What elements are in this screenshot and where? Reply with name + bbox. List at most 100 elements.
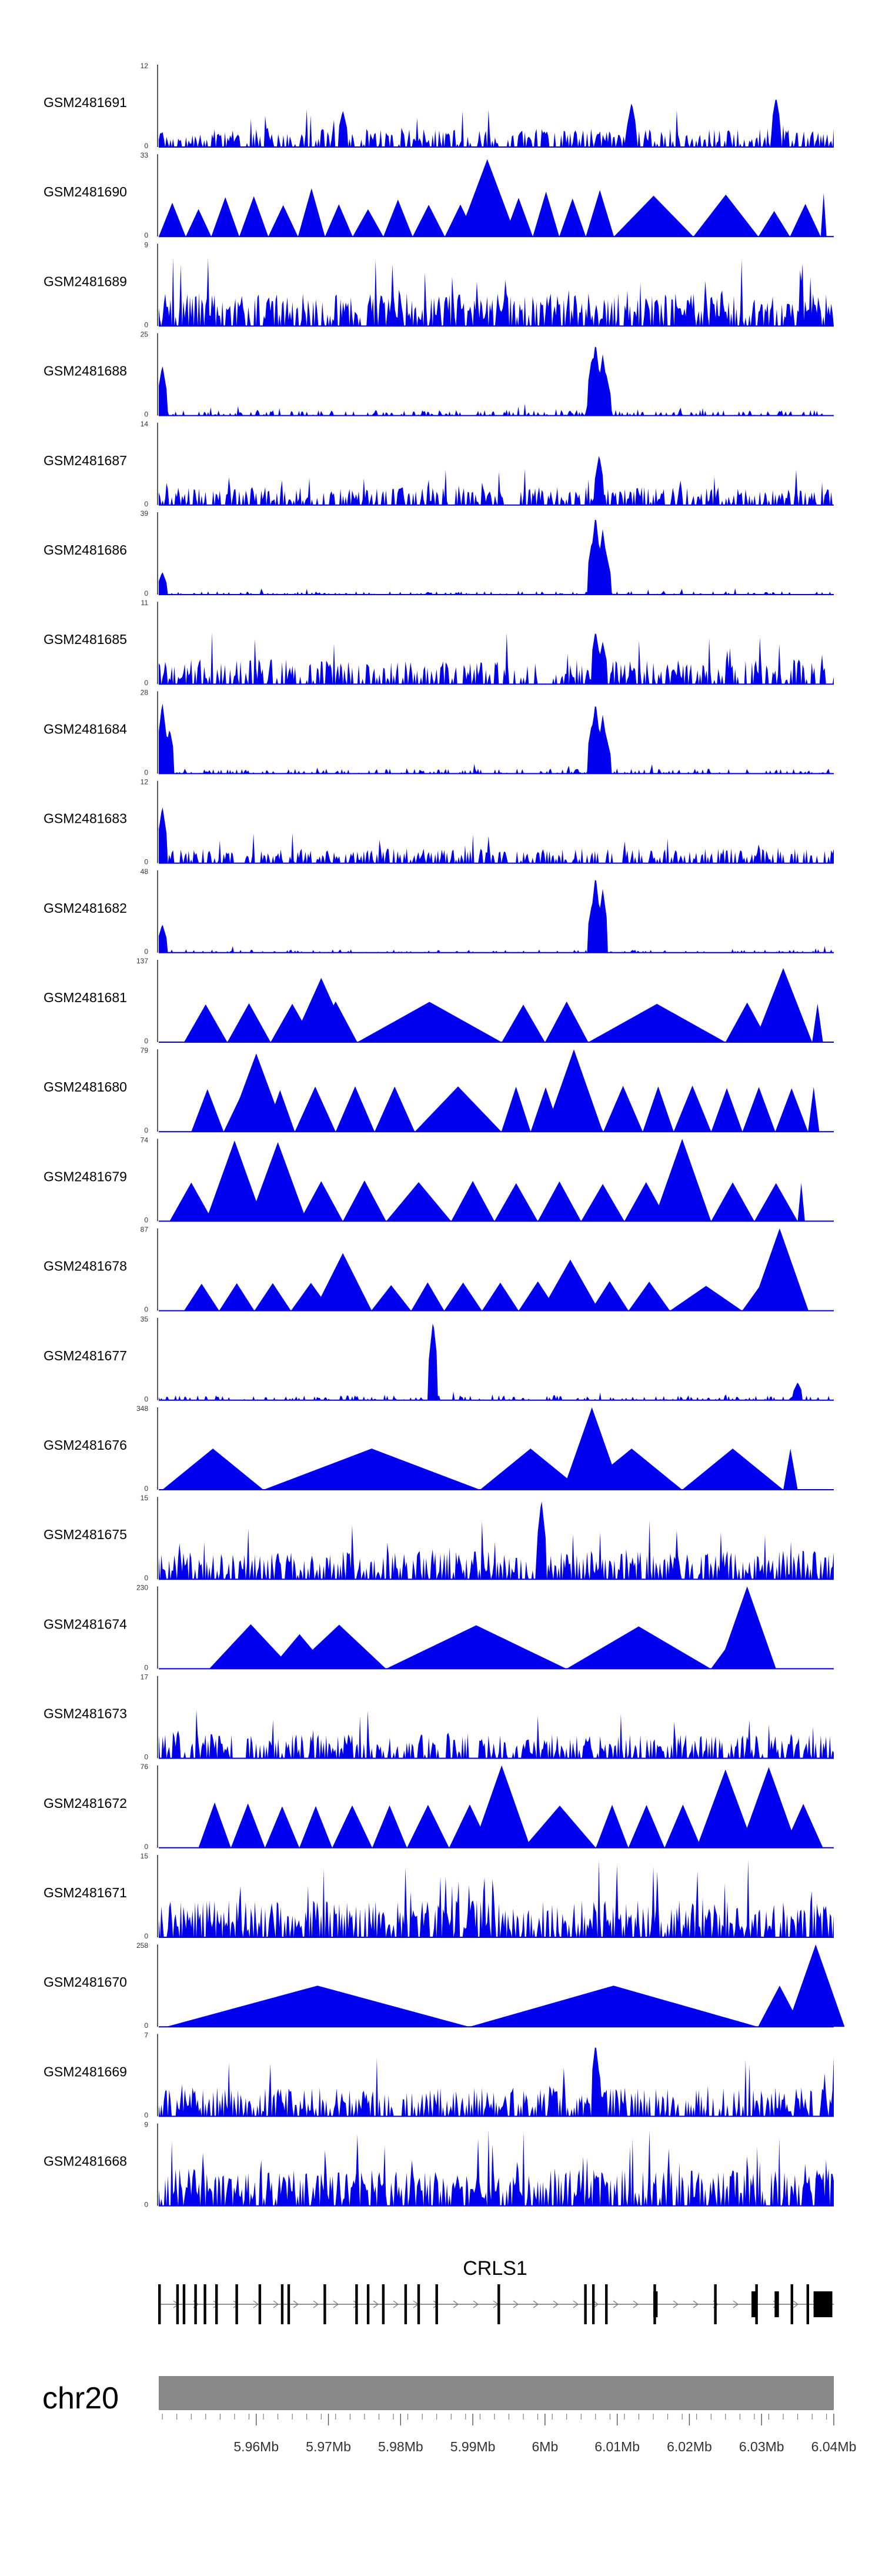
coverage-triangle xyxy=(670,1286,743,1311)
coverage-area xyxy=(159,632,834,685)
y-axis-max-label: 28 xyxy=(141,688,149,696)
y-axis-max-label: 348 xyxy=(136,1404,148,1413)
coverage-triangle xyxy=(298,188,325,237)
coverage-triangle xyxy=(219,1283,255,1311)
coverage-triangle xyxy=(325,204,353,237)
coverage-triangle xyxy=(682,1449,784,1490)
y-axis-min-label: 0 xyxy=(144,1663,148,1671)
coverage-triangle xyxy=(411,1282,445,1311)
coverage-triangle xyxy=(184,1004,228,1042)
coverage-peak xyxy=(750,1228,808,1311)
track-label: GSM2481682 xyxy=(44,900,127,916)
gene-exon-thick xyxy=(653,2291,658,2317)
y-axis-min-label: 0 xyxy=(144,679,148,687)
coverage-triangle xyxy=(371,1285,412,1311)
strand-arrow xyxy=(633,2300,639,2308)
coverage-triangle xyxy=(295,1086,336,1132)
coverage-triangle xyxy=(783,1449,798,1490)
y-axis-min-label: 0 xyxy=(144,321,148,329)
coverage-triangle xyxy=(533,191,560,237)
track-GSM2481671: GSM2481671 15 0 xyxy=(44,1852,834,1940)
coverage-triangle xyxy=(711,1182,754,1222)
y-axis-min-label: 0 xyxy=(144,1037,148,1045)
coverage-triangle xyxy=(482,1282,519,1311)
coverage-area xyxy=(159,1710,834,1759)
strand-arrow xyxy=(553,2300,559,2308)
y-axis-max-label: 33 xyxy=(141,151,149,159)
coverage-triangle xyxy=(725,1002,769,1042)
coverage-triangle xyxy=(628,1282,670,1311)
coverage-triangle xyxy=(603,1086,643,1132)
coverage-triangle xyxy=(628,1805,665,1848)
y-axis-max-label: 48 xyxy=(141,867,149,876)
coverage-triangle xyxy=(754,1183,798,1222)
track-GSM2481669: GSM2481669 7 0 xyxy=(44,2031,834,2119)
track-label: GSM2481677 xyxy=(44,1348,127,1363)
track-label: GSM2481686 xyxy=(44,542,127,558)
y-axis-max-label: 15 xyxy=(141,1852,149,1860)
tick-label: 6Mb xyxy=(532,2439,559,2454)
track-label: GSM2481679 xyxy=(44,1169,127,1184)
coverage-peak xyxy=(205,1140,263,1222)
coverage-triangle xyxy=(383,199,413,237)
chromosome-ideogram xyxy=(159,2376,834,2410)
strand-arrow xyxy=(433,2300,439,2308)
y-axis-max-label: 258 xyxy=(136,1941,148,1950)
y-axis-max-label: 76 xyxy=(141,1763,149,1771)
track-GSM2481670: GSM2481670 258 0 xyxy=(44,1941,845,2030)
coverage-area xyxy=(159,703,834,774)
coverage-triangle xyxy=(742,1087,776,1132)
strand-arrow xyxy=(213,2300,219,2308)
y-axis-min-label: 0 xyxy=(144,231,148,239)
track-GSM2481674: GSM2481674 230 0 xyxy=(44,1583,834,1671)
track-label: GSM2481669 xyxy=(44,2064,127,2079)
track-label: GSM2481687 xyxy=(44,453,127,468)
track-GSM2481690: GSM2481690 33 0 xyxy=(44,151,834,239)
track-GSM2481682: GSM2481682 48 0 xyxy=(44,867,834,956)
tick-label: 6.02Mb xyxy=(667,2439,712,2454)
y-axis-min-label: 0 xyxy=(144,1753,148,1761)
y-axis-max-label: 87 xyxy=(141,1226,149,1234)
gene-exon xyxy=(404,2284,407,2324)
gene-exon xyxy=(435,2284,438,2324)
coverage-peak xyxy=(696,1769,754,1848)
track-label: GSM2481674 xyxy=(44,1616,127,1631)
coverage-peak xyxy=(292,977,350,1042)
y-axis-min-label: 0 xyxy=(144,1216,148,1224)
track-label: GSM2481676 xyxy=(44,1437,127,1453)
tick-label: 5.96Mb xyxy=(233,2439,279,2454)
coverage-triangle xyxy=(812,1003,823,1042)
coverage-triangle xyxy=(566,1626,711,1669)
y-axis-max-label: 11 xyxy=(141,599,149,607)
track-GSM2481675: GSM2481675 15 0 xyxy=(44,1494,834,1582)
coverage-triangle xyxy=(386,1182,452,1222)
coverage-peak xyxy=(473,1765,531,1848)
coverage-triangle xyxy=(352,209,383,237)
y-axis-min-label: 0 xyxy=(144,1574,148,1582)
track-label: GSM2481685 xyxy=(44,632,127,647)
strand-arrow xyxy=(593,2300,599,2308)
coverage-triangle xyxy=(299,1806,332,1848)
coverage-triangle xyxy=(581,1184,624,1222)
coverage-area xyxy=(159,2047,834,2117)
gene-exon-thick xyxy=(813,2291,833,2317)
track-GSM2481685: GSM2481685 11 0 xyxy=(44,599,834,687)
coverage-triangle xyxy=(775,1088,808,1132)
track-label: GSM2481671 xyxy=(44,1885,127,1900)
coverage-triangle xyxy=(523,1806,596,1848)
gene-exon xyxy=(382,2284,385,2324)
coverage-area xyxy=(159,99,834,147)
tick-label: 6.01Mb xyxy=(594,2439,640,2454)
coverage-triangle xyxy=(596,1804,629,1848)
coverage-triangle xyxy=(375,1086,415,1132)
coverage-peak xyxy=(754,968,813,1042)
coverage-triangle xyxy=(407,1804,449,1848)
y-axis-min-label: 0 xyxy=(144,1932,148,1940)
coverage-triangle xyxy=(758,211,790,237)
coverage-peak xyxy=(270,1634,329,1669)
coverage-peak xyxy=(458,159,516,237)
gene-name: CRLS1 xyxy=(463,2257,527,2280)
strand-arrow xyxy=(313,2300,319,2308)
y-axis-min-label: 0 xyxy=(144,768,148,776)
coverage-triangle xyxy=(230,1803,265,1848)
